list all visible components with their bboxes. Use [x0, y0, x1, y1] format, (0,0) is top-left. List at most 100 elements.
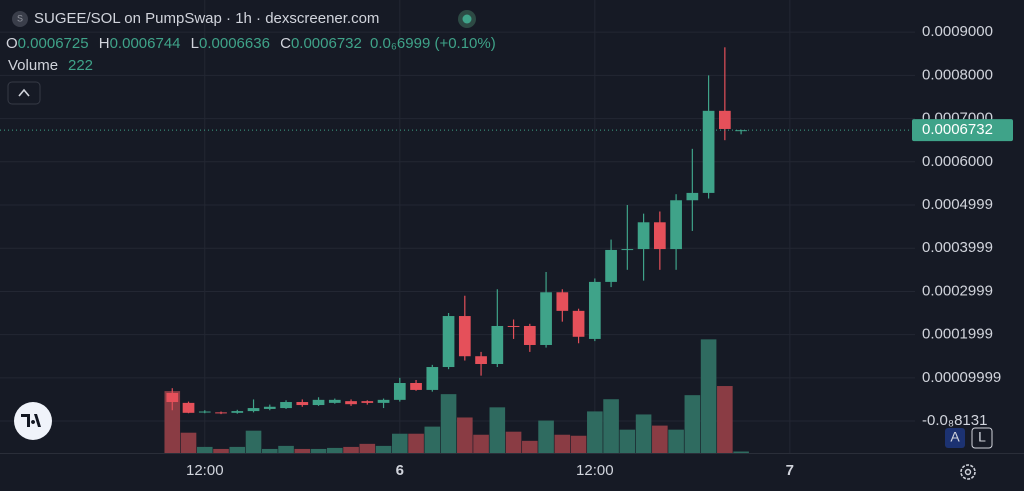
- volume-bar: [294, 448, 311, 453]
- candle-body: [410, 383, 422, 390]
- candle-body: [361, 401, 374, 403]
- volume-bar: [603, 399, 619, 453]
- candle-body: [426, 367, 439, 390]
- y-tick-label: 0.0006000: [922, 153, 993, 170]
- volume-bar: [440, 394, 457, 453]
- candle-body: [182, 402, 195, 413]
- ohlc-high: 0.0006744: [110, 35, 181, 52]
- volume-bar: [587, 411, 603, 453]
- volume-bar: [652, 425, 668, 453]
- last-price-box: [912, 119, 1013, 142]
- collapse-button[interactable]: [7, 81, 41, 105]
- candle-body: [718, 110, 731, 129]
- candle-body: [393, 383, 406, 400]
- volume-bar: [213, 448, 229, 453]
- settings-gear[interactable]: [960, 464, 976, 480]
- volume-bar: [343, 446, 359, 453]
- ohlc-change: 0.0₆6999 (+0.10%): [370, 35, 496, 52]
- tv-logo[interactable]: [14, 402, 52, 440]
- candle-body: [523, 325, 536, 345]
- volume-bar: [684, 395, 701, 453]
- candle-body: [312, 399, 325, 406]
- candle-body: [247, 408, 260, 412]
- log-scale-text[interactable]: L: [978, 429, 986, 445]
- volume-bar: [326, 447, 343, 453]
- candle-body: [296, 402, 309, 406]
- settings-button[interactable]: [960, 464, 976, 480]
- volume-bar: [180, 432, 197, 453]
- ohlc-low: 0.0006636: [199, 35, 270, 52]
- candle-body: [231, 411, 244, 413]
- settings-hub[interactable]: [964, 468, 972, 476]
- volume-bar: [473, 434, 489, 453]
- volume-bar: [538, 420, 554, 453]
- candle-body: [458, 316, 471, 357]
- auto-scale-box[interactable]: [945, 428, 965, 448]
- volume-label: Volume: [8, 57, 58, 74]
- volume-bar: [392, 433, 408, 453]
- candle-body: [280, 402, 292, 409]
- x-tick-label: 12:00: [576, 462, 614, 479]
- y-tick-label: 0.0008000: [922, 66, 993, 83]
- volume-bar: [700, 339, 717, 453]
- x-tick-label: 12:00: [186, 462, 224, 479]
- y-tick-label: 0.0002999: [922, 282, 993, 299]
- y-tick-label: 0.00009999: [922, 369, 1001, 386]
- volume-bar: [261, 448, 278, 453]
- volume-bar: [424, 426, 441, 453]
- volume-bar: [554, 434, 571, 453]
- volume-bar: [522, 440, 538, 453]
- y-tick-label: 0.0003999: [922, 239, 993, 256]
- volume-bar: [310, 448, 327, 453]
- candle-body: [377, 399, 390, 403]
- candle-body: [605, 249, 617, 282]
- y-tick-label: 0.0001999: [922, 326, 993, 343]
- candle-body: [572, 310, 585, 337]
- y-tick-label: -0.0₈8131: [922, 412, 987, 429]
- candle-body: [442, 316, 455, 368]
- ohlc-letter: H: [99, 35, 110, 52]
- grid: [0, 0, 1024, 454]
- candle-body: [345, 401, 357, 405]
- volume-bar: [457, 417, 473, 453]
- candle-body: [735, 130, 747, 132]
- candle-body: [215, 412, 227, 414]
- chart-title: SUGEE/SOL on PumpSwap · 1h · dexscreener…: [34, 10, 379, 27]
- collapse-button-box[interactable]: [7, 81, 41, 105]
- volume-bar: [717, 386, 733, 453]
- x-tick-label: 7: [786, 462, 794, 479]
- volume-bar: [668, 429, 684, 453]
- candle-body: [475, 356, 487, 364]
- ohlc-open: 0.0006725: [18, 35, 89, 52]
- volume-bar: [359, 443, 376, 453]
- candle-body: [540, 292, 552, 345]
- volume-bar: [196, 446, 213, 453]
- y-tick-label: 0.0009000: [922, 23, 993, 40]
- candle-body: [556, 292, 569, 311]
- token-icon: [12, 11, 28, 27]
- auto-scale-button[interactable]: A: [945, 428, 965, 448]
- volume-bar: [229, 446, 246, 453]
- auto-scale-text[interactable]: A: [950, 429, 960, 445]
- volume-bar: [375, 445, 392, 453]
- candle-body: [491, 325, 504, 364]
- tv-logo-mark[interactable]: [21, 414, 41, 427]
- ohlc-close: 0.0006732: [291, 35, 362, 52]
- candle-body: [198, 411, 211, 413]
- ohlc-letter: C: [280, 35, 291, 52]
- ohlc-letter: O: [6, 35, 18, 52]
- volume-bar: [570, 435, 587, 453]
- volume-bar: [164, 391, 181, 453]
- x-tick-label: 6: [396, 462, 404, 479]
- candle-body: [263, 406, 276, 409]
- volume-bar: [619, 429, 636, 453]
- token-icon-letter: S: [17, 13, 23, 23]
- log-scale-button[interactable]: L: [971, 427, 993, 449]
- ohlc-line: O0.0006725 H0.0006744 L0.0006636 C0.0006…: [6, 35, 496, 52]
- volume-bar: [733, 451, 749, 453]
- volume-bar: [278, 445, 294, 453]
- collapse-arrow[interactable]: [18, 88, 30, 97]
- log-scale-box[interactable]: [971, 427, 993, 449]
- candle-body: [166, 392, 179, 403]
